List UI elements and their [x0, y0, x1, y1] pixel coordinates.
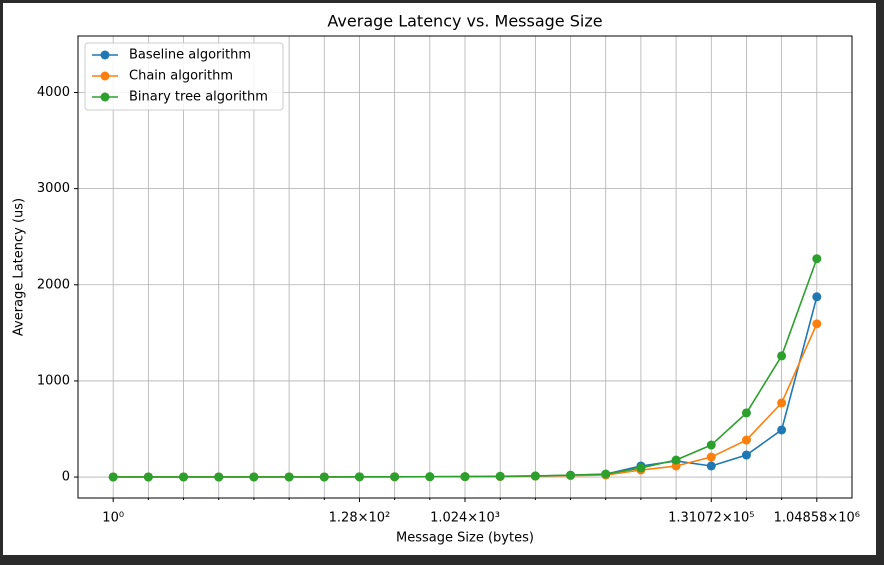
x-tick-label: 1.04858×10⁶: [774, 511, 860, 526]
data-point: [530, 471, 540, 481]
data-point: [566, 470, 576, 480]
data-point: [777, 425, 787, 435]
y-tick-label: 2000: [37, 277, 70, 292]
data-point: [741, 435, 751, 445]
data-point: [319, 472, 329, 482]
legend-box: [84, 42, 284, 111]
legend-marker: [100, 50, 110, 60]
x-tick-label: 1.31072×10⁵: [668, 511, 754, 526]
data-point: [671, 455, 681, 465]
data-point: [777, 351, 787, 361]
x-tick-label: 1.024×10³: [430, 511, 500, 526]
data-point: [390, 472, 400, 482]
data-point: [706, 461, 716, 471]
data-point: [706, 452, 716, 462]
legend-label: Baseline algorithm: [129, 48, 251, 63]
data-point: [284, 472, 294, 482]
x-tick-label: 1.28×10²: [329, 511, 391, 526]
y-tick-label: 0: [62, 470, 70, 485]
data-point: [812, 254, 822, 264]
data-point: [179, 472, 189, 482]
plot-frame: [77, 35, 853, 499]
data-point: [425, 472, 435, 482]
x-tick-label: 10⁰: [102, 511, 124, 526]
chart-title: Average Latency vs. Message Size: [327, 12, 602, 31]
data-point: [249, 472, 259, 482]
data-point: [812, 319, 822, 329]
y-tick-label: 3000: [37, 181, 70, 196]
legend-marker: [100, 92, 110, 102]
legend-label: Binary tree algorithm: [129, 90, 268, 105]
data-point: [495, 471, 505, 481]
data-point: [143, 472, 153, 482]
y-tick-label: 1000: [37, 373, 70, 388]
data-point: [741, 408, 751, 418]
y-tick-label: 4000: [37, 85, 70, 100]
data-point: [354, 472, 364, 482]
data-point: [460, 472, 470, 482]
data-point: [812, 292, 822, 302]
data-point: [741, 450, 751, 460]
y-axis-label: Average Latency (us): [12, 198, 27, 336]
legend-marker: [100, 71, 110, 81]
data-point: [706, 440, 716, 450]
legend-label: Chain algorithm: [129, 69, 233, 84]
data-point: [214, 472, 224, 482]
data-point: [601, 469, 611, 479]
data-point: [777, 398, 787, 408]
data-point: [636, 463, 646, 473]
x-axis-label: Message Size (bytes): [396, 531, 534, 546]
data-point: [108, 472, 118, 482]
